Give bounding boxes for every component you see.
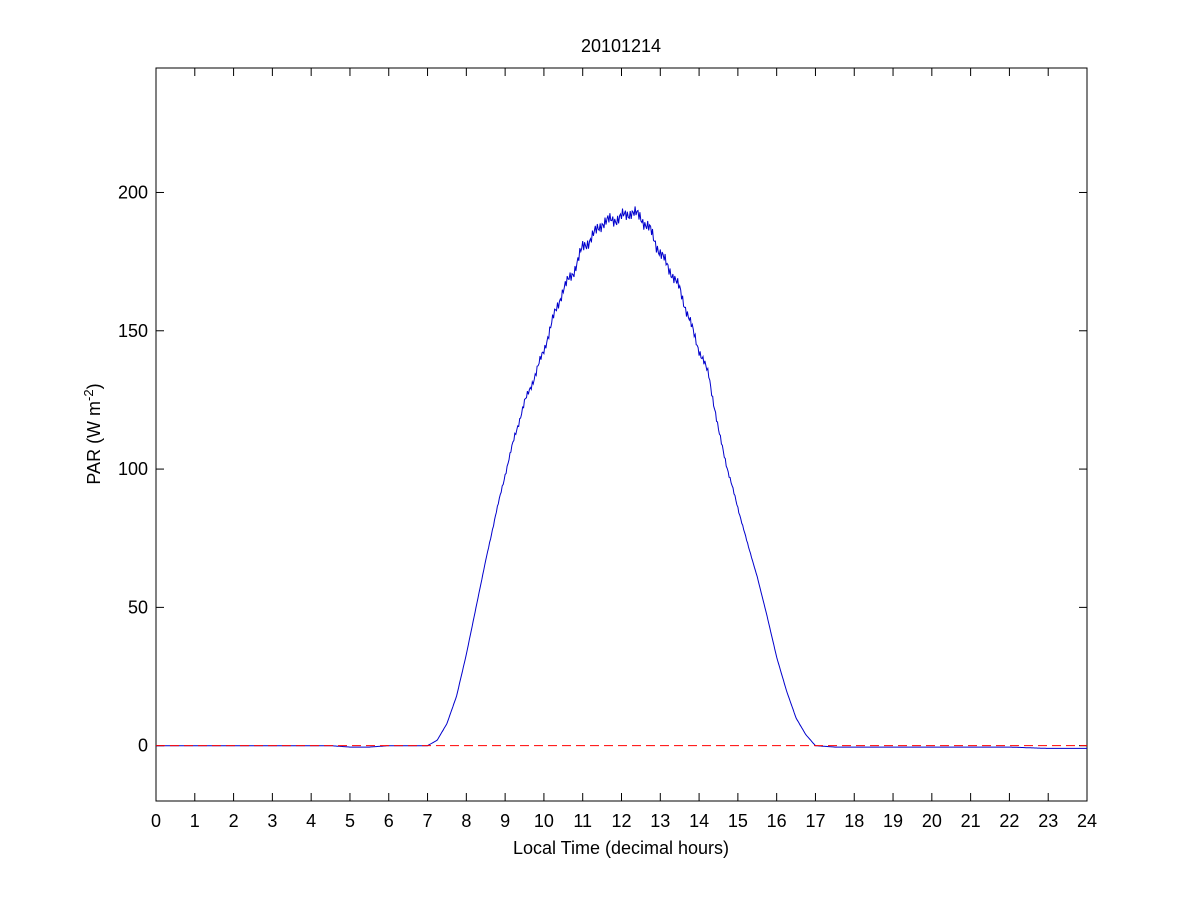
chart-title: 20101214 xyxy=(581,36,661,56)
x-tick-label: 2 xyxy=(229,811,239,831)
x-tick-label: 17 xyxy=(805,811,825,831)
y-tick-label: 200 xyxy=(118,182,148,202)
y-axis-label-close: ) xyxy=(84,383,104,389)
x-tick-label: 20 xyxy=(922,811,942,831)
y-tick-label: 150 xyxy=(118,321,148,341)
y-axis-label-superscript: -2 xyxy=(81,389,96,401)
x-tick-label: 15 xyxy=(728,811,748,831)
x-tick-label: 12 xyxy=(611,811,631,831)
x-tick-label: 10 xyxy=(534,811,554,831)
x-tick-label: 16 xyxy=(767,811,787,831)
series-layer xyxy=(156,206,1087,749)
x-tick-label: 22 xyxy=(999,811,1019,831)
x-tick-label: 14 xyxy=(689,811,709,831)
x-tick-label: 4 xyxy=(306,811,316,831)
y-axis-label-main: PAR (W m xyxy=(84,401,104,485)
x-tick-label: 0 xyxy=(151,811,161,831)
x-tick-label: 18 xyxy=(844,811,864,831)
x-tick-label: 8 xyxy=(461,811,471,831)
x-tick-label: 6 xyxy=(384,811,394,831)
x-tick-label: 7 xyxy=(423,811,433,831)
x-tick-label: 23 xyxy=(1038,811,1058,831)
y-tick-label: 100 xyxy=(118,459,148,479)
x-tick-label: 9 xyxy=(500,811,510,831)
x-tick-label: 5 xyxy=(345,811,355,831)
x-tick-label: 21 xyxy=(961,811,981,831)
x-tick-label: 19 xyxy=(883,811,903,831)
x-tick-label: 13 xyxy=(650,811,670,831)
x-tick-label: 1 xyxy=(190,811,200,831)
y-tick-label: 0 xyxy=(138,736,148,756)
x-axis-label: Local Time (decimal hours) xyxy=(513,838,729,858)
x-tick-label: 3 xyxy=(267,811,277,831)
y-axis: 0 50 100 150 200 xyxy=(118,182,1087,756)
x-tick-label: 24 xyxy=(1077,811,1097,831)
plot-frame xyxy=(155,67,1088,802)
y-tick-label: 50 xyxy=(128,597,148,617)
x-axis: 0 1 2 3 4 5 6 7 8 9 10 11 12 13 14 15 16 17 18 19 20 21 22 23 24 xyxy=(151,68,1097,831)
x-tick-label: 11 xyxy=(573,811,592,831)
y-axis-label: PAR (W m-2) xyxy=(81,383,104,484)
